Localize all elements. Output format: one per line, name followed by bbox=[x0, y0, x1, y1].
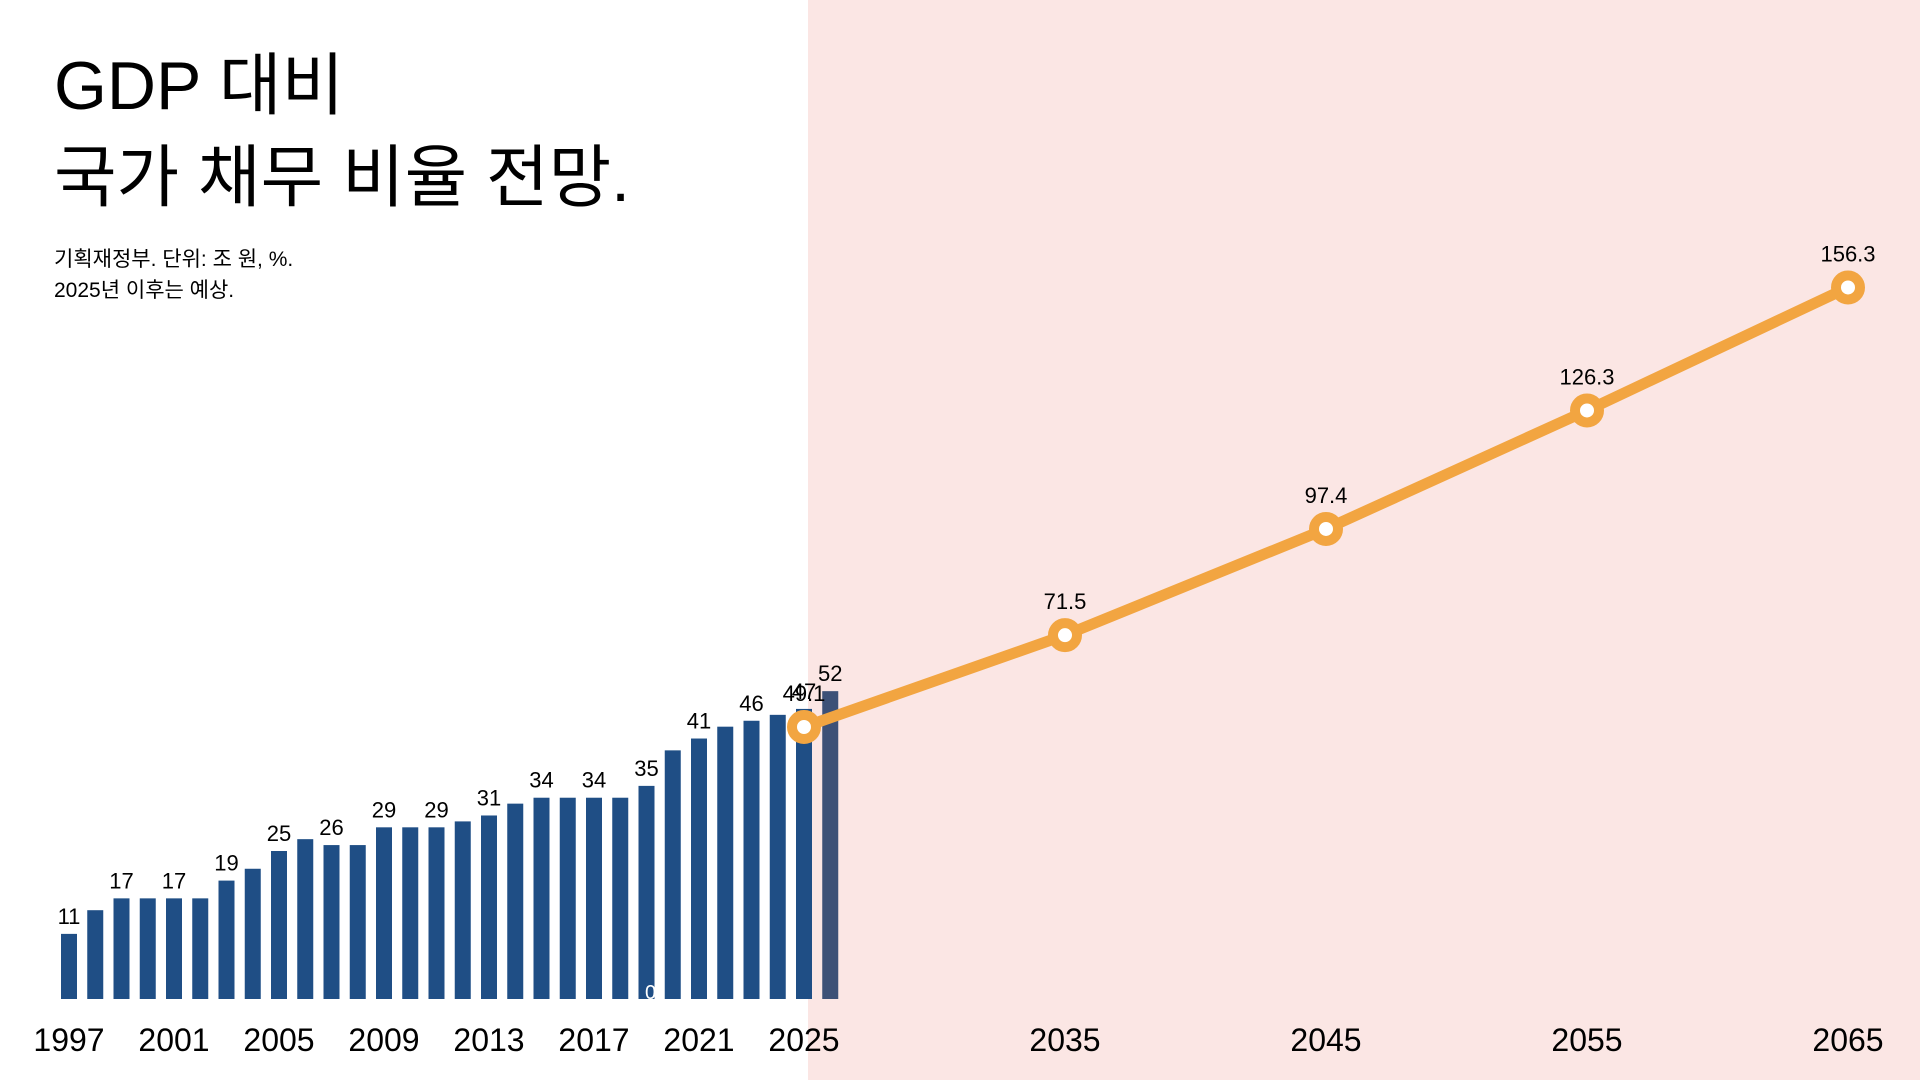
bar-2010 bbox=[402, 827, 419, 999]
bar-2022 bbox=[717, 726, 734, 999]
x-tick-2035: 2035 bbox=[1029, 1022, 1100, 1058]
bar-2026 bbox=[822, 691, 839, 999]
bar-2021 bbox=[691, 738, 707, 999]
bar-2011 bbox=[428, 827, 445, 999]
bar-2015 bbox=[533, 797, 550, 999]
bar-label-2015: 34 bbox=[529, 768, 553, 793]
bar-label-1999: 17 bbox=[109, 868, 133, 893]
x-tick-2045: 2045 bbox=[1290, 1022, 1361, 1058]
bar-label-2009: 29 bbox=[372, 797, 396, 822]
x-axis-ticks: 1997 2001 2005 2009 2013 2017 2021 2025 2035 2045… bbox=[33, 1022, 1883, 1058]
bar-label-2026: 52 bbox=[818, 661, 842, 686]
bar-2001 bbox=[166, 898, 182, 999]
bar-2024 bbox=[769, 714, 786, 999]
x-tick-1997: 1997 bbox=[33, 1022, 104, 1058]
x-tick-2055: 2055 bbox=[1551, 1022, 1622, 1058]
line-point-2045 bbox=[1309, 511, 1343, 546]
bar-label-2013: 31 bbox=[477, 785, 501, 810]
line-label-2055: 126.3 bbox=[1559, 364, 1614, 389]
bar-2005 bbox=[271, 851, 287, 999]
source-note-line-2: 2025년 이후는 예상. bbox=[54, 279, 235, 302]
bar-label-2001: 17 bbox=[162, 868, 186, 893]
bar-2002 bbox=[192, 898, 209, 999]
bar-2004 bbox=[244, 868, 261, 999]
source-note-line-1: 기획재정부. 단위: 조 원, %. bbox=[54, 248, 294, 271]
bar-label-2011: 29 bbox=[424, 797, 448, 822]
x-tick-2017: 2017 bbox=[558, 1022, 629, 1058]
bar-2023 bbox=[743, 720, 760, 999]
bar-label-2017: 34 bbox=[582, 768, 606, 793]
chart-title: GDP 대비 국가 채무 비율 전망. bbox=[54, 40, 630, 224]
line-point-2055 bbox=[1570, 393, 1604, 428]
bar-annotation: 0 bbox=[645, 982, 656, 1004]
bar-label-2003: 19 bbox=[214, 851, 238, 876]
bar-2018 bbox=[612, 797, 629, 999]
x-tick-2065: 2065 bbox=[1812, 1022, 1883, 1058]
x-tick-2025: 2025 bbox=[768, 1022, 839, 1058]
bar-1998 bbox=[87, 910, 104, 999]
projection-background bbox=[808, 0, 1920, 1080]
bar-label-2025: 47 bbox=[792, 679, 816, 704]
bar-2003 bbox=[218, 880, 235, 999]
bar-2017 bbox=[586, 797, 602, 999]
bar-2025 bbox=[796, 708, 812, 999]
line-point-2065 bbox=[1831, 270, 1865, 305]
x-tick-2005: 2005 bbox=[243, 1022, 314, 1058]
source-note: 기획재정부. 단위: 조 원, %. 2025년 이후는 예상. bbox=[54, 244, 293, 306]
bar-2009 bbox=[376, 827, 392, 999]
line-label-2045: 97.4 bbox=[1305, 483, 1348, 508]
bar-2012 bbox=[454, 821, 471, 999]
x-tick-2013: 2013 bbox=[453, 1022, 524, 1058]
title-line-1: GDP 대비 bbox=[54, 48, 345, 124]
bar-2020 bbox=[664, 750, 681, 999]
bar-2006 bbox=[297, 839, 314, 999]
bar-1999 bbox=[113, 898, 130, 999]
x-tick-2021: 2021 bbox=[663, 1022, 734, 1058]
bar-2014 bbox=[507, 803, 524, 999]
bar-label-2023: 46 bbox=[739, 691, 763, 716]
bar-2008 bbox=[349, 845, 366, 999]
line-label-2025: 49.1 bbox=[783, 681, 826, 706]
bar-2019 bbox=[638, 785, 655, 999]
line-label-2035: 71.5 bbox=[1044, 589, 1087, 614]
bar-2016 bbox=[559, 797, 576, 999]
bar-2000 bbox=[139, 898, 156, 999]
title-line-2: 국가 채무 비율 전망. bbox=[54, 140, 631, 216]
line-point-2035 bbox=[1048, 618, 1082, 653]
bar-label-2021: 41 bbox=[687, 709, 711, 734]
bar-label-1997: 11 bbox=[58, 904, 81, 929]
bar-2007 bbox=[323, 845, 340, 999]
bar-label-2019: 35 bbox=[634, 756, 658, 781]
line-point-2025 bbox=[787, 710, 821, 744]
bar-1997 bbox=[61, 933, 77, 999]
line-label-2065: 156.3 bbox=[1820, 241, 1875, 266]
x-tick-2009: 2009 bbox=[348, 1022, 419, 1058]
bar-label-2005: 25 bbox=[267, 821, 291, 846]
bar-2013 bbox=[481, 815, 497, 999]
x-tick-2001: 2001 bbox=[138, 1022, 209, 1058]
bar-label-2007: 26 bbox=[319, 815, 343, 840]
